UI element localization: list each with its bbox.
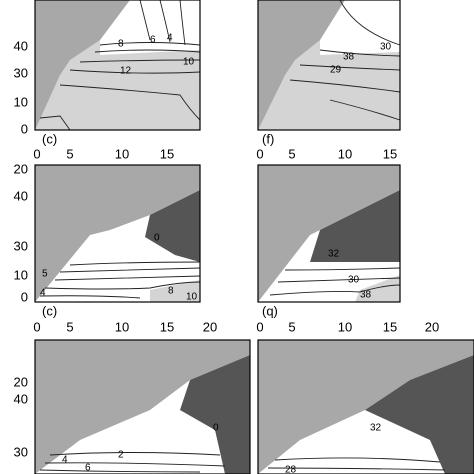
contour-label: 38 [343,52,355,63]
contour-label: 32 [328,249,340,260]
x-tick-label: 5 [288,319,295,334]
panel [34,164,201,303]
x-tick-label: 20 [425,319,439,334]
y-tick-label: 0 [21,121,28,136]
x-tick-label: 10 [338,319,352,334]
contour-label: 0 [154,233,160,244]
contour-label: 6 [85,463,91,474]
panel [257,339,474,474]
y-tick-label: 40 [14,188,28,203]
x-tick-label: 10 [115,319,129,334]
x-tick-label: 15 [383,146,397,161]
x-tick-label: 5 [66,146,73,161]
frame [34,339,251,474]
x-tick-label: 10 [115,146,129,161]
contour-label: 29 [330,65,342,76]
contour-label: 28 [285,465,297,474]
frame [34,164,201,303]
frame [257,0,401,131]
y-tick-label: 20 [14,374,28,389]
x-tick-label: 15 [160,319,174,334]
x-tick-label: 0 [256,146,263,161]
contour-label: 30 [348,275,360,286]
land [258,340,474,474]
x-tick-label: 10 [338,146,352,161]
x-tick-label: 0 [33,146,40,161]
contour [39,261,201,299]
shaded-region [355,275,400,302]
y-tick-label: 30 [14,444,28,459]
panel-label: (c) [42,303,57,318]
contour-label: 4 [40,288,46,299]
land [258,165,400,302]
land [35,0,130,130]
panel-label: (f) [262,131,274,146]
contour [267,457,446,471]
white-region [320,0,400,55]
frame [257,164,401,303]
shaded-region [150,280,200,302]
x-tick-label: 20 [203,319,217,334]
y-tick-label: 10 [14,94,28,109]
contour-label: 4 [167,33,173,44]
panel [257,164,401,303]
frame [257,339,474,474]
panel [34,339,251,474]
panel [34,0,201,131]
land [258,0,345,130]
contour-label: 4 [62,455,68,466]
y-tick-label: 40 [14,38,28,53]
land [35,340,250,474]
x-tick-label: 0 [33,319,40,334]
x-tick-label: 15 [160,146,174,161]
panel-label: (c) [42,131,57,146]
x-tick-label: 5 [66,319,73,334]
panel-label: (q) [262,303,278,318]
contour [39,452,226,473]
contour-label: 10 [186,292,198,303]
panel [257,0,401,131]
dark-region [310,190,400,262]
contour-label: 2 [118,450,124,461]
contour-label: 8 [118,39,124,50]
contour [269,267,401,296]
x-tick-label: 0 [256,319,263,334]
y-tick-label: 20 [14,161,28,176]
contour-label: 6 [150,35,156,46]
dark-region [365,355,474,474]
dark-region [180,355,250,474]
frame [34,0,201,131]
contour-label: 5 [42,269,48,280]
contour-label: 32 [370,423,382,434]
contour-label: 38 [360,290,372,301]
contour-label: 12 [120,66,132,77]
contour-label: 30 [380,42,392,53]
contour [289,0,401,121]
contour-label: 8 [168,286,174,297]
x-tick-label: 5 [288,146,295,161]
y-tick-label: 30 [14,65,28,80]
y-tick-label: 30 [14,238,28,253]
white-region [100,0,200,55]
x-tick-label: 15 [383,319,397,334]
y-tick-label: 10 [14,267,28,282]
y-tick-label: 0 [21,289,28,304]
contour-label: 0 [213,423,219,434]
y-tick-label: 40 [14,391,28,406]
land [35,165,200,302]
contour-label: 10 [183,57,195,68]
contour [39,0,201,131]
dark-region [145,190,200,262]
